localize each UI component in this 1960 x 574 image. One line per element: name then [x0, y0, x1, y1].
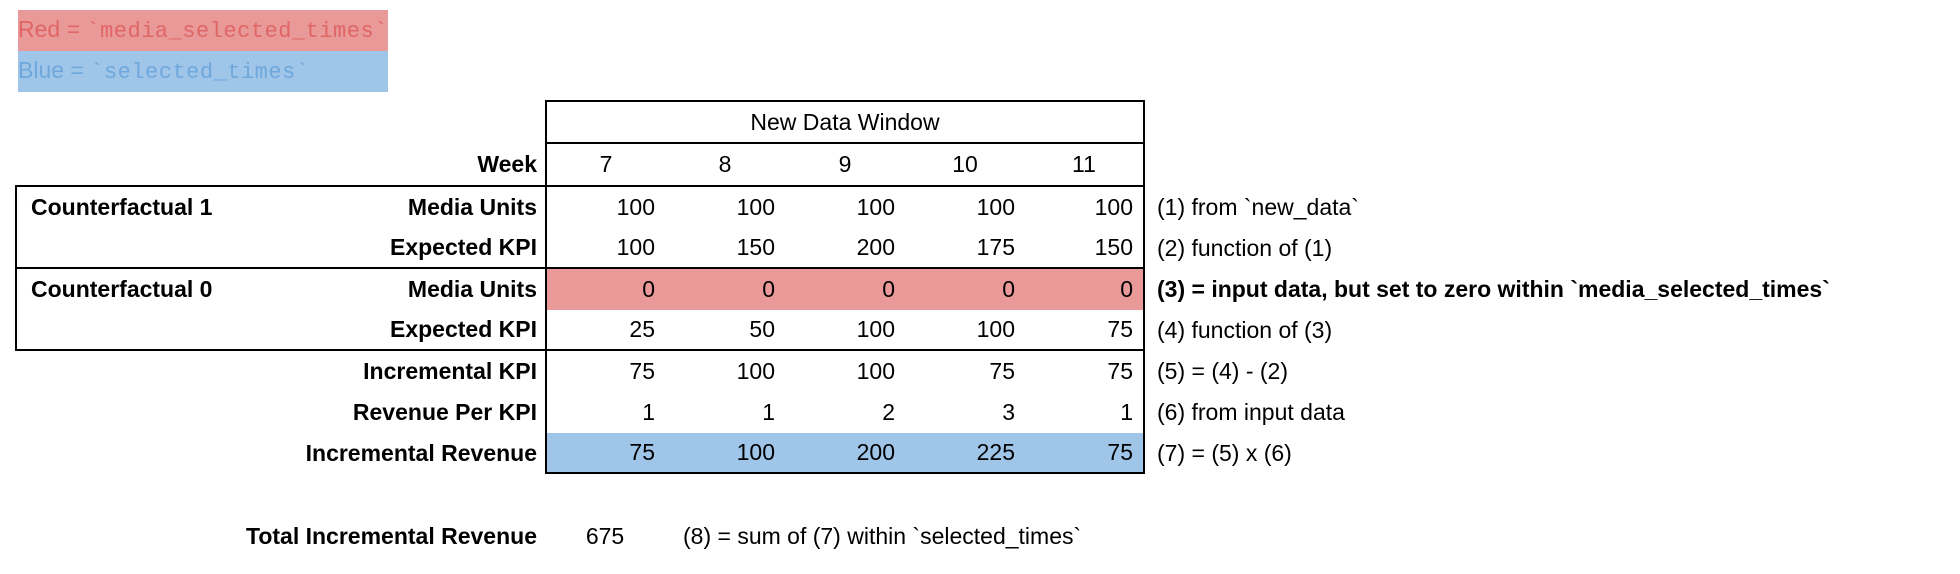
- value-cell: 100: [856, 194, 895, 220]
- row-label: Expected KPI: [390, 234, 537, 260]
- value-cell: 150: [665, 228, 785, 269]
- week-cell: 7: [545, 144, 665, 187]
- value-cell: 175: [905, 228, 1025, 269]
- total-annotation: (8) = sum of (7) within `selected_times`: [683, 522, 1082, 549]
- spacer-cell: [1145, 144, 1945, 187]
- value-cell-red: 0: [545, 269, 665, 310]
- week-label: Week: [477, 151, 537, 177]
- value-cell: 150: [1025, 228, 1145, 269]
- spacer-cell: [1145, 100, 1945, 144]
- value-cell: 100: [545, 187, 665, 228]
- value-cell: 75: [1025, 310, 1145, 351]
- value-cell: 200: [785, 228, 905, 269]
- value-cell: 100: [856, 358, 895, 384]
- value-cell-red: 0: [665, 269, 785, 310]
- row-annotation: (3) = input data, but set to zero within…: [1157, 276, 1830, 302]
- row-label: Incremental Revenue: [305, 440, 537, 466]
- value-cell-red: 0: [905, 269, 1025, 310]
- row-annotation: (1) from `new_data`: [1157, 194, 1359, 220]
- row-label-cell: Counterfactual 1 Media Units: [15, 187, 545, 228]
- row-label-cell: Incremental Revenue: [15, 433, 545, 474]
- week-cell: 8: [665, 144, 785, 187]
- value-cell-blue: 225: [905, 433, 1025, 474]
- row-label: Revenue Per KPI: [352, 399, 537, 425]
- row-label: Expected KPI: [390, 316, 537, 342]
- value-cell-red: 0: [785, 269, 905, 310]
- value-cell: 100: [736, 358, 775, 384]
- value-cell: 100: [976, 194, 1015, 220]
- week-cell: 9: [785, 144, 905, 187]
- week-cell: 10: [905, 144, 1025, 187]
- row-label: Media Units: [407, 194, 537, 220]
- total-row: Total Incremental Revenue 675 (8) = sum …: [15, 516, 1081, 556]
- row-annotation: (6) from input data: [1157, 399, 1345, 425]
- total-label: Total Incremental Revenue: [246, 522, 537, 549]
- legend-blue-code: `selected_times`: [90, 60, 310, 85]
- value-cell-blue: 200: [785, 433, 905, 474]
- new-data-window-header: New Data Window: [545, 100, 1145, 144]
- group-label: Counterfactual 1: [31, 194, 213, 220]
- legend-red-prefix: Red =: [18, 16, 87, 42]
- row-label-cell: Revenue Per KPI: [15, 392, 545, 433]
- legend-blue-prefix: Blue =: [18, 57, 91, 83]
- value-cell-blue: 75: [1025, 433, 1145, 474]
- spacer-cell: [15, 100, 545, 144]
- value-cell: 100: [785, 310, 905, 351]
- calculation-table: New Data Window Week 7 8 9 10 11 Counter…: [15, 100, 1945, 474]
- row-annotation: (4) function of (3): [1157, 317, 1333, 343]
- value-cell: 1: [1025, 392, 1145, 433]
- value-cell: 75: [1025, 351, 1145, 392]
- value-cell: 2: [882, 399, 895, 425]
- row-annotation: (7) = (5) x (6): [1157, 440, 1292, 466]
- value-cell: 1: [545, 392, 665, 433]
- value-cell: 1: [762, 399, 775, 425]
- row-annotation: (5) = (4) - (2): [1157, 358, 1288, 384]
- week-label-cell: Week: [15, 144, 545, 187]
- row-label-cell: Expected KPI: [15, 310, 545, 351]
- legend-blue-line: Blue = `selected_times`: [18, 51, 388, 92]
- value-cell: 3: [1002, 399, 1015, 425]
- value-cell: 75: [545, 351, 665, 392]
- row-label-cell: Counterfactual 0 Media Units: [15, 269, 545, 310]
- week-cell: 11: [1025, 144, 1145, 187]
- row-label-cell: Incremental KPI: [15, 351, 545, 392]
- group-label: Counterfactual 0: [31, 276, 213, 302]
- row-annotation: (2) function of (1): [1157, 235, 1333, 261]
- row-label-cell: Expected KPI: [15, 228, 545, 269]
- legend-red-line: Red = `media_selected_times`: [18, 10, 388, 51]
- value-cell: 100: [736, 194, 775, 220]
- value-cell: 100: [905, 310, 1025, 351]
- total-value: 675: [585, 522, 625, 549]
- legend-red-code: `media_selected_times`: [86, 19, 388, 44]
- color-legend: Red = `media_selected_times` Blue = `sel…: [18, 10, 388, 92]
- value-cell: 100: [545, 228, 665, 269]
- value-cell: 75: [989, 358, 1015, 384]
- value-cell-blue: 75: [545, 433, 665, 474]
- value-cell: 100: [1025, 187, 1145, 228]
- value-cell-red: 0: [1025, 269, 1145, 310]
- row-label: Media Units: [407, 276, 537, 302]
- value-cell: 25: [545, 310, 665, 351]
- value-cell: 50: [665, 310, 785, 351]
- row-label: Incremental KPI: [363, 358, 537, 384]
- value-cell-blue: 100: [665, 433, 785, 474]
